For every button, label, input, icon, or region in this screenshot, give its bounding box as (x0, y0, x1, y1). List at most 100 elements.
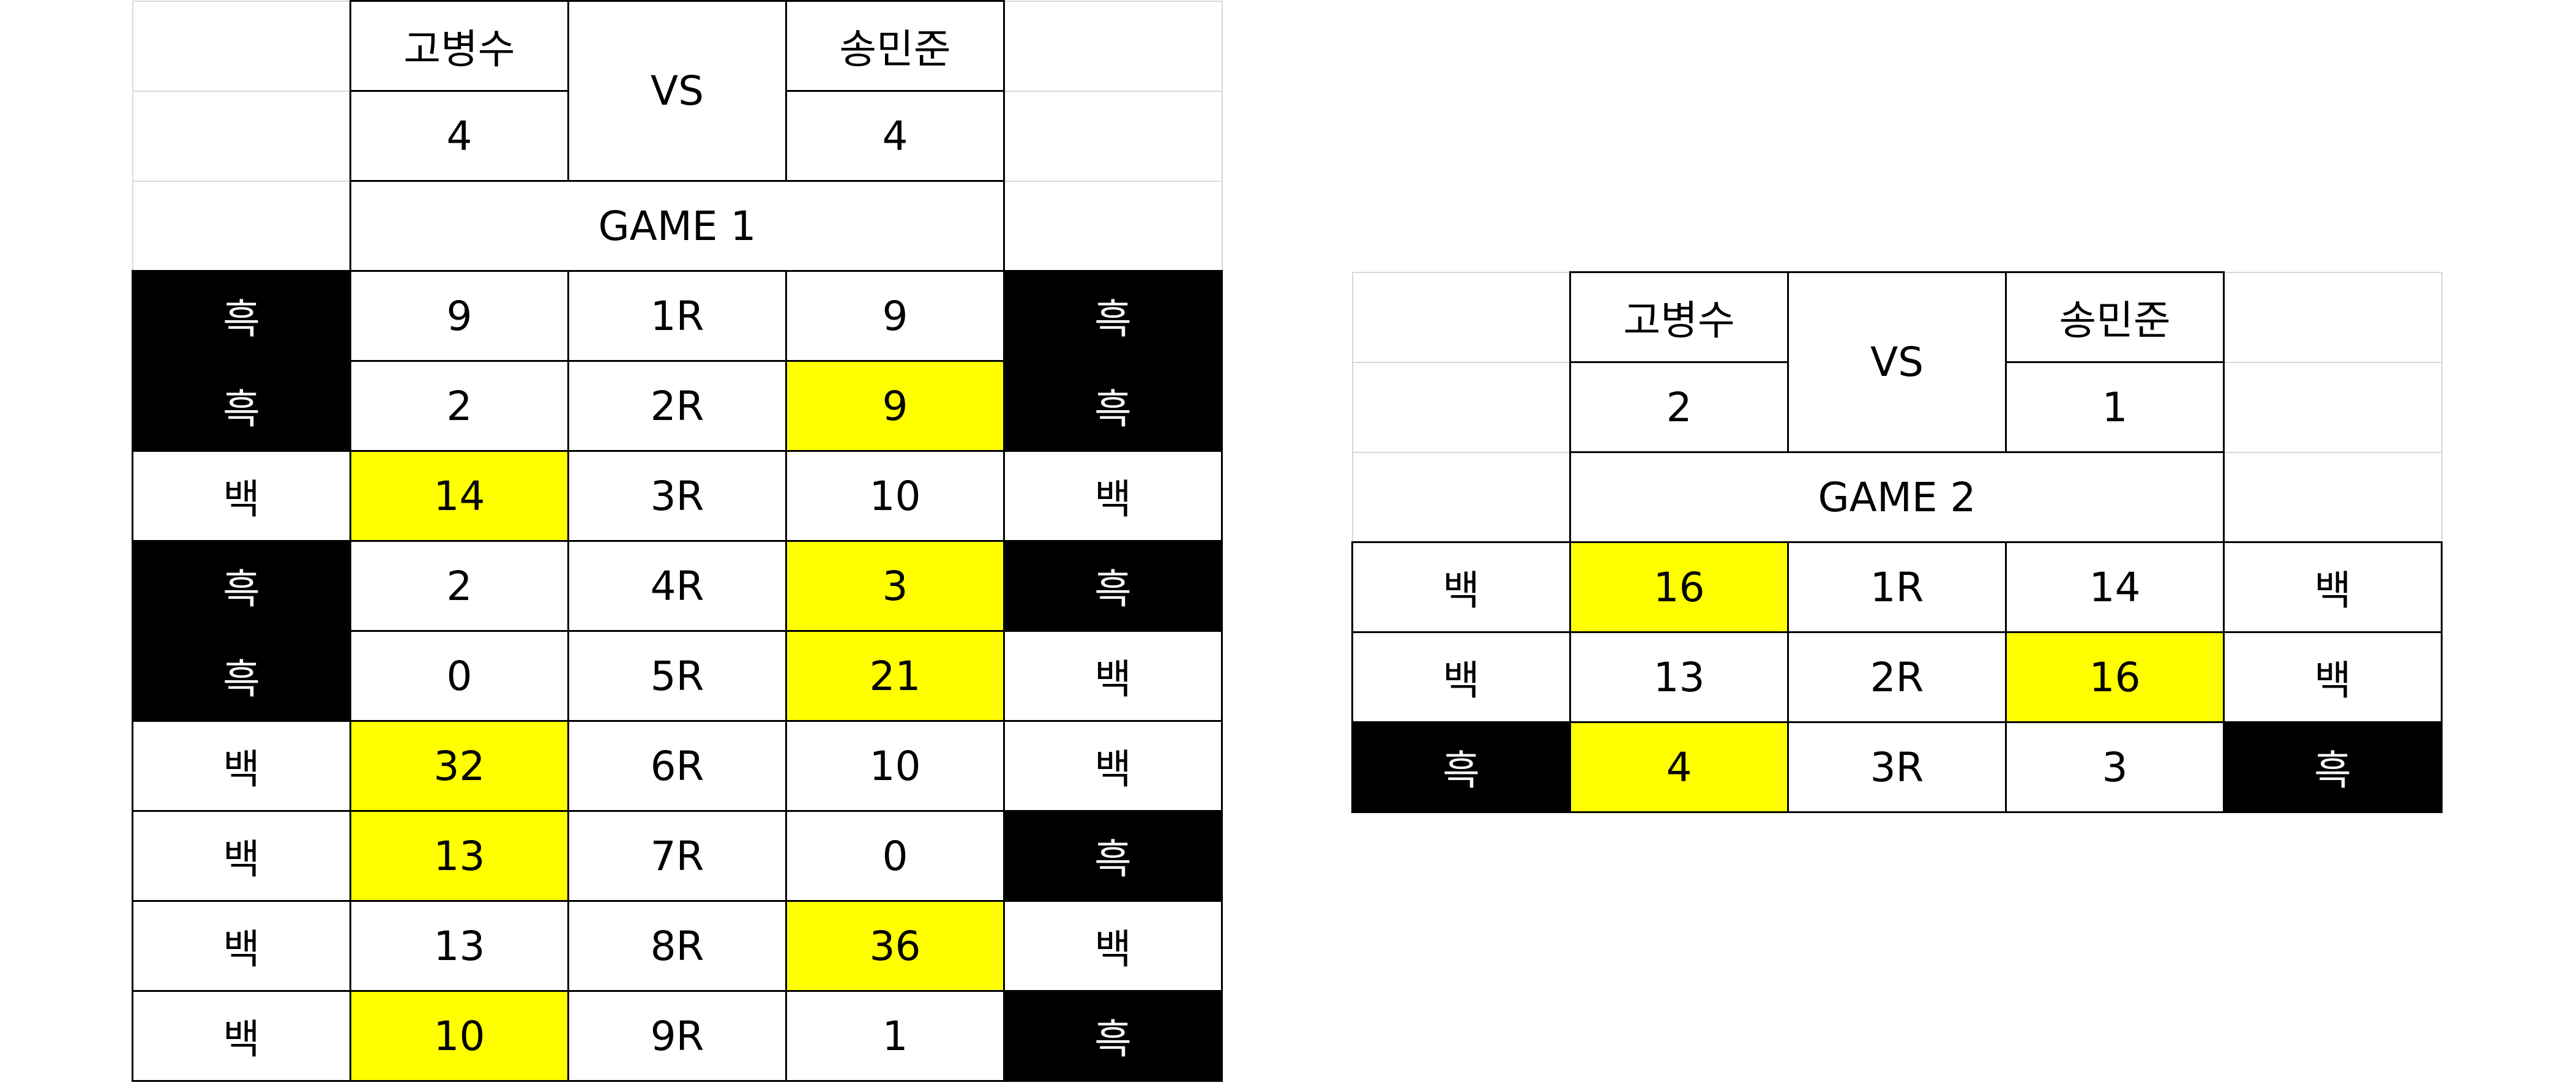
left-round-score: 13 (349, 810, 569, 902)
blank-cell (1003, 90, 1223, 182)
right-round-score: 10 (785, 450, 1005, 542)
player-right-total: 1 (2005, 361, 2225, 453)
blank-cell (1003, 180, 1223, 272)
header-row-scores: 2 1 (1351, 361, 2443, 453)
player-right-total: 4 (785, 90, 1005, 182)
left-stone-color: 흑 (132, 270, 351, 362)
round-label: 7R (567, 810, 787, 902)
player-left-name: 고병수 (349, 0, 569, 92)
blank-cell (1351, 451, 1571, 543)
left-stone-color: 백 (1351, 541, 1571, 633)
right-stone-color: 백 (2223, 631, 2443, 723)
header-row-names: 고병수 VS 송민준 (1351, 271, 2443, 453)
right-round-score: 9 (785, 270, 1005, 362)
right-stone-color: 흑 (1003, 540, 1223, 632)
left-stone-color: 백 (132, 990, 351, 1082)
round-row: 백 32 6R 10 백 (132, 720, 1223, 812)
round-row: 흑 9 1R 9 흑 (132, 270, 1223, 362)
right-stone-color: 흑 (1003, 270, 1223, 362)
header-row-names: 고병수 VS 송민준 (132, 0, 1223, 182)
right-round-score: 9 (785, 360, 1005, 452)
game-1-body: 고병수 VS 송민준 4 4 GAME 1 흑 9 1R 9 흑 흑 2 2R 9 흑 백 14 3R 1… (132, 0, 1223, 1082)
left-round-score: 0 (349, 630, 569, 722)
round-row: 흑 2 2R 9 흑 (132, 360, 1223, 452)
right-stone-color: 백 (1003, 720, 1223, 812)
blank-cell (132, 180, 351, 272)
game-title: GAME 2 (1569, 451, 2225, 543)
left-stone-color: 백 (1351, 631, 1571, 723)
left-round-score: 32 (349, 720, 569, 812)
game-1-scoreboard: 고병수 VS 송민준 4 4 GAME 1 흑 9 1R 9 흑 흑 2 2R 9 흑 백 14 3R 1… (132, 0, 1223, 1082)
game-title: GAME 1 (349, 180, 1005, 272)
player-left-total: 2 (1569, 361, 1789, 453)
left-stone-color: 백 (132, 900, 351, 992)
game-2-scoreboard: 고병수 VS 송민준 2 1 GAME 2 백 16 1R 14 백 백 13 2R 16 백 흑 4… (1351, 271, 2443, 813)
vs-label: VS (1787, 271, 2007, 453)
left-stone-color: 백 (132, 720, 351, 812)
right-stone-color: 백 (1003, 900, 1223, 992)
left-stone-color: 백 (132, 450, 351, 542)
right-stone-color: 백 (2223, 541, 2443, 633)
player-left-total: 4 (349, 90, 569, 182)
right-round-score: 0 (785, 810, 1005, 902)
right-stone-color: 백 (1003, 450, 1223, 542)
right-round-score: 3 (2005, 721, 2225, 813)
round-label: 5R (567, 630, 787, 722)
round-label: 4R (567, 540, 787, 632)
round-label: 1R (567, 270, 787, 362)
left-round-score: 14 (349, 450, 569, 542)
right-stone-color: 흑 (1003, 990, 1223, 1082)
round-row: 백 14 3R 10 백 (132, 450, 1223, 542)
blank-cell (2223, 361, 2443, 453)
left-stone-color: 흑 (132, 630, 351, 722)
right-round-score: 21 (785, 630, 1005, 722)
round-row: 백 13 7R 0 흑 (132, 810, 1223, 902)
game-2-body: 고병수 VS 송민준 2 1 GAME 2 백 16 1R 14 백 백 13 2R 16 백 흑 4… (1351, 271, 2443, 813)
left-round-score: 10 (349, 990, 569, 1082)
game-title-row: GAME 1 (132, 180, 1223, 272)
player-right-name: 송민준 (785, 0, 1005, 92)
vs-label: VS (567, 0, 787, 182)
right-round-score: 16 (2005, 631, 2225, 723)
blank-cell (132, 0, 351, 92)
left-stone-color: 흑 (1351, 721, 1571, 813)
right-stone-color: 흑 (1003, 810, 1223, 902)
right-stone-color: 흑 (1003, 360, 1223, 452)
round-row: 백 13 2R 16 백 (1351, 631, 2443, 723)
left-round-score: 16 (1569, 541, 1789, 633)
left-round-score: 4 (1569, 721, 1789, 813)
game-title-row: GAME 2 (1351, 451, 2443, 543)
round-label: 3R (1787, 721, 2007, 813)
blank-cell (1351, 271, 1571, 363)
round-label: 9R (567, 990, 787, 1082)
round-label: 3R (567, 450, 787, 542)
left-round-score: 13 (1569, 631, 1789, 723)
blank-cell (1351, 361, 1571, 453)
round-label: 6R (567, 720, 787, 812)
right-round-score: 14 (2005, 541, 2225, 633)
round-row: 백 10 9R 1 흑 (132, 990, 1223, 1082)
round-label: 1R (1787, 541, 2007, 633)
blank-cell (2223, 451, 2443, 543)
round-row: 백 13 8R 36 백 (132, 900, 1223, 992)
left-stone-color: 흑 (132, 360, 351, 452)
right-round-score: 36 (785, 900, 1005, 992)
player-right-name: 송민준 (2005, 271, 2225, 363)
round-row: 백 16 1R 14 백 (1351, 541, 2443, 633)
right-stone-color: 백 (1003, 630, 1223, 722)
right-round-score: 3 (785, 540, 1005, 632)
round-row: 흑 4 3R 3 흑 (1351, 721, 2443, 813)
player-left-name: 고병수 (1569, 271, 1789, 363)
blank-cell (132, 90, 351, 182)
left-stone-color: 흑 (132, 540, 351, 632)
right-stone-color: 흑 (2223, 721, 2443, 813)
round-row: 흑 0 5R 21 백 (132, 630, 1223, 722)
left-round-score: 13 (349, 900, 569, 992)
blank-cell (2223, 271, 2443, 363)
right-round-score: 1 (785, 990, 1005, 1082)
left-round-score: 2 (349, 360, 569, 452)
left-round-score: 9 (349, 270, 569, 362)
left-round-score: 2 (349, 540, 569, 632)
round-label: 2R (567, 360, 787, 452)
right-round-score: 10 (785, 720, 1005, 812)
